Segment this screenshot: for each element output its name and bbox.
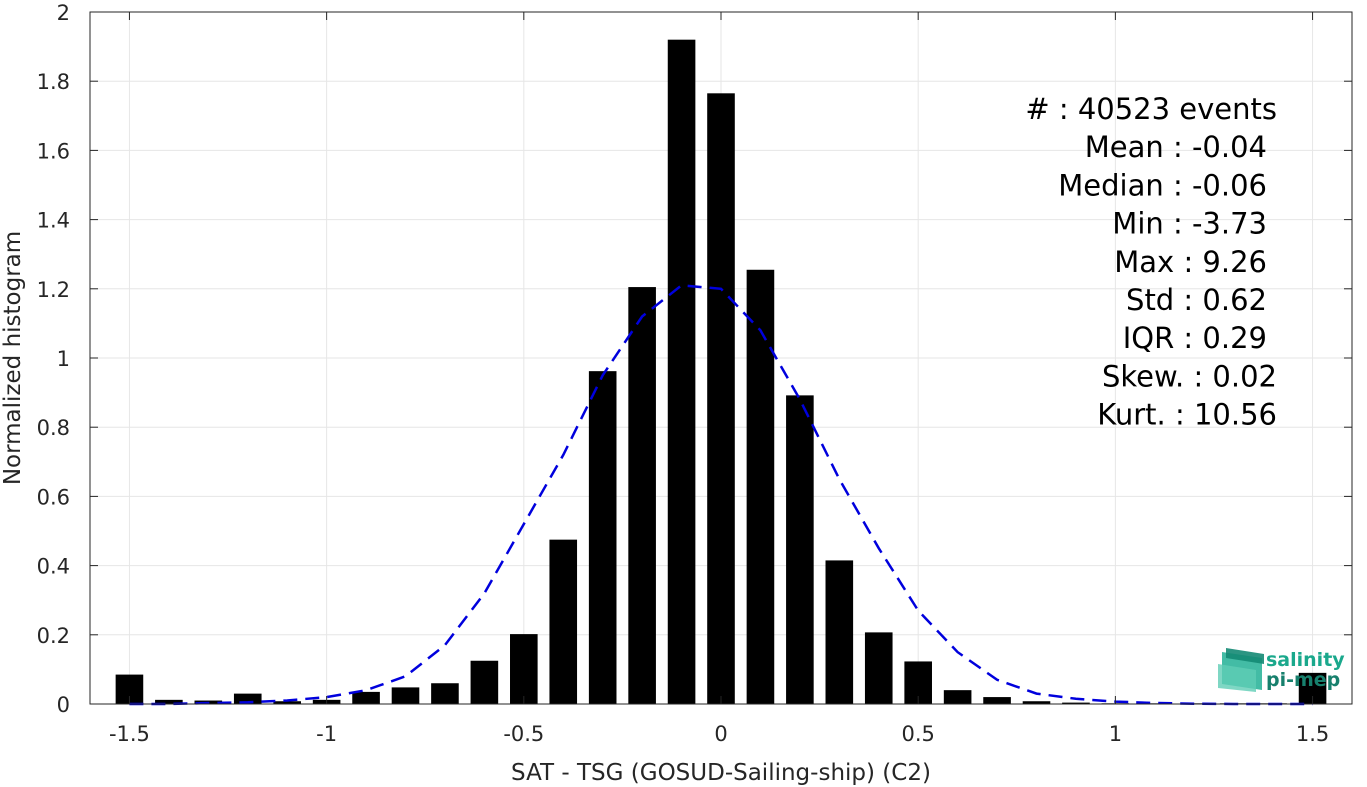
x-tick-label: 0.5 [901, 722, 934, 746]
x-tick-label: 1.5 [1296, 722, 1329, 746]
y-tick-label: 1.4 [37, 209, 70, 233]
y-tick-label: 1.2 [37, 278, 70, 302]
x-tick-label: -1.5 [109, 722, 150, 746]
y-tick-label: 1.8 [37, 70, 70, 94]
histogram-bars [115, 39, 1327, 705]
histogram-bar [470, 660, 499, 704]
salinity-pimep-logo: salinity pi-mep [1218, 648, 1345, 692]
histogram-bar [786, 395, 814, 704]
x-axis-ticks: -1.5 -1 -0.5 0 0.5 1 1.5 [109, 12, 1329, 746]
logo-text-salinity: salinity [1266, 649, 1345, 671]
histogram-bar [391, 687, 420, 704]
stat-line: Skew. : 0.02 [1102, 359, 1277, 393]
histogram-bar [588, 371, 617, 704]
stat-line: Max : 9.26 [1114, 245, 1267, 279]
histogram-bar [510, 634, 538, 704]
histogram-bar [864, 632, 893, 704]
x-tick-label: 1 [1109, 722, 1122, 746]
y-tick-label: 0.4 [37, 555, 70, 579]
histogram-bar [155, 699, 183, 704]
x-axis-label: SAT - TSG (GOSUD-Sailing-ship) (C2) [511, 760, 931, 786]
logo-waves-icon [1218, 648, 1264, 692]
histogram-bar [628, 287, 656, 704]
stat-line: Kurt. : 10.56 [1097, 398, 1277, 432]
stat-line: Mean : -0.04 [1085, 130, 1267, 164]
y-tick-label: 1.6 [37, 139, 70, 163]
histogram-bar [1062, 702, 1090, 704]
histogram-bar [746, 269, 775, 704]
histogram-bar [273, 701, 301, 704]
statistics-box: # : 40523 events Mean : -0.04 Median : -0.… [1025, 92, 1277, 432]
y-tick-label: 0.2 [37, 624, 70, 648]
y-tick-label: 1 [57, 347, 70, 371]
stat-line: IQR : 0.29 [1123, 321, 1267, 355]
histogram-bar [943, 690, 972, 704]
histogram-bar [1022, 701, 1051, 704]
y-tick-label: 0.8 [37, 416, 70, 440]
y-tick-label: 0.6 [37, 485, 70, 509]
stat-line: Std : 0.62 [1126, 283, 1267, 317]
y-axis-ticks: 0 0.2 0.4 0.6 0.8 1 1.2 1.4 1.6 1.8 2 [37, 1, 1352, 717]
histogram-bar [549, 539, 578, 704]
x-tick-label: -1 [316, 722, 337, 746]
y-tick-label: 0 [57, 693, 70, 717]
logo-text-pimep: pi-mep [1266, 669, 1340, 691]
histogram-bar [431, 683, 459, 704]
histogram-bar [707, 93, 735, 704]
y-axis-label: Normalized histogram [0, 231, 26, 485]
histogram-bar [825, 560, 854, 704]
x-tick-label: 0 [714, 722, 727, 746]
stat-line: # : 40523 events [1025, 92, 1277, 126]
histogram-bar [983, 697, 1011, 704]
stat-line: Min : -3.73 [1112, 207, 1267, 241]
histogram-bar [667, 39, 696, 705]
histogram-bar [352, 691, 380, 704]
y-tick-label: 2 [57, 1, 70, 25]
stat-line: Median : -0.06 [1058, 168, 1267, 202]
histogram-bar [233, 693, 262, 704]
x-tick-label: -0.5 [503, 722, 544, 746]
